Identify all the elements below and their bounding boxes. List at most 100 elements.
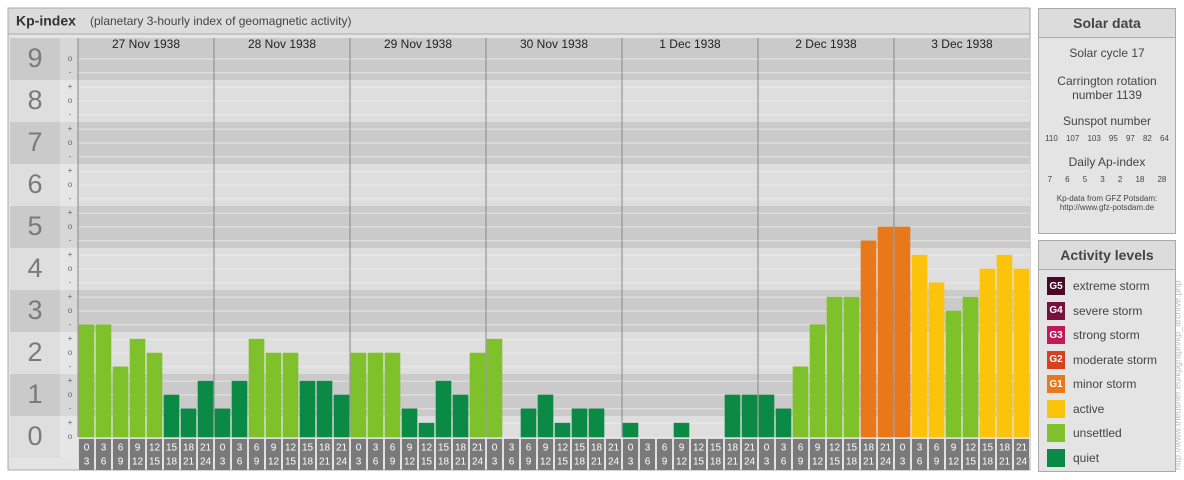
day-label: 29 Nov 1938 [384,37,452,51]
levels-panel: Activity levels G5 extreme storm G4 severe … [1038,240,1176,472]
ap-title: Daily Ap-index [1068,155,1146,169]
hour-label: 18 [574,457,586,468]
minor-tick-label: o [68,222,73,231]
hour-box [368,439,383,470]
level-code: G5 [1049,280,1063,292]
minor-tick-label: - [69,152,72,161]
watermark: http://www.theusner.eu/kpgraph/kp_archiv… [1172,280,1182,470]
ap-value: 6 [1065,175,1070,184]
hour-box [810,439,825,470]
bar [350,352,367,438]
hour-box [555,439,570,470]
minor-tick-label: + [68,418,73,427]
hour-label: 3 [900,457,906,468]
hour-label: 0 [220,443,226,454]
day-label: 28 Nov 1938 [248,37,316,51]
hour-label: 6 [798,443,804,454]
hour-label: 9 [798,457,804,468]
level-label: quiet [1073,450,1100,465]
hour-box [725,439,740,470]
levels-list: G5 extreme storm G4 severe storm G3 strong st… [1039,270,1175,470]
level-item: quiet [1039,446,1175,471]
y-tick-label: 7 [27,127,42,157]
bar [146,352,163,438]
bar [741,394,758,438]
hour-box [96,439,111,470]
level-swatch [1047,448,1065,467]
hour-label: 21 [455,457,467,468]
level-code: G1 [1049,378,1063,390]
hour-label: 9 [662,457,668,468]
hour-label: 3 [509,443,515,454]
bar [571,408,588,438]
hour-label: 15 [149,457,161,468]
level-code: G4 [1049,305,1063,317]
hour-label: 3 [645,443,651,454]
bar [843,296,860,438]
level-swatch [1047,399,1065,418]
hour-box [691,439,706,470]
hour-label: 12 [676,457,688,468]
hour-label: 21 [472,443,484,454]
hour-label: 18 [319,443,331,454]
solar-panel: Solar data Solar cycle 17 Carrington rot… [1038,8,1176,234]
hour-label: 18 [455,443,467,454]
hour-label: 21 [336,443,348,454]
hour-box [776,439,791,470]
hour-box [232,439,247,470]
hour-label: 9 [951,443,957,454]
hour-box [844,439,859,470]
day-label: 1 Dec 1938 [659,37,721,51]
bar [554,422,571,438]
y-tick-label: 9 [27,43,42,73]
hour-box [215,439,230,470]
minor-tick-label: - [69,404,72,413]
hour-label: 15 [438,443,450,454]
hour-box [946,439,961,470]
levels-title: Activity levels [1039,241,1175,270]
bar [809,324,826,438]
hour-label: 3 [764,457,770,468]
hour-label: 9 [390,457,396,468]
hour-label: 12 [829,443,841,454]
hour-label: 6 [662,443,668,454]
hour-label: 12 [149,443,161,454]
hour-label: 0 [492,443,498,454]
hour-label: 24 [336,457,348,468]
level-label: extreme storm [1073,279,1150,294]
hour-box [657,439,672,470]
y-tick-label: 5 [27,211,42,241]
hour-box [79,439,94,470]
level-item: unsettled [1039,421,1175,446]
bar [928,282,945,438]
level-label: severe storm [1073,303,1143,318]
hour-box [130,439,145,470]
hour-label: 21 [200,443,212,454]
hour-label: 21 [863,457,875,468]
bar [299,380,316,438]
hour-label: 12 [948,457,960,468]
bar [418,422,435,438]
y-tick-label: 8 [27,85,42,115]
axis-separator [60,38,78,458]
level-item: G3 strong storm [1039,323,1175,348]
hour-box [878,439,893,470]
source-url: http://www.gfz-potsdam.de [1059,203,1155,212]
level-swatch: G1 [1047,375,1065,394]
sunspot-value: 97 [1125,134,1135,143]
hour-box [742,439,757,470]
hour-box [453,439,468,470]
bar [282,352,299,438]
bar [248,338,265,438]
hour-label: 18 [846,457,858,468]
bar [792,366,809,438]
carrington: Carrington rotation number 1139 [1057,74,1157,102]
day-label: 2 Dec 1938 [795,37,857,51]
hour-box [504,439,519,470]
sunspot-title: Sunspot number [1062,114,1152,128]
bar [469,352,486,438]
hour-box [606,439,621,470]
bar [537,394,554,438]
hour-box [963,439,978,470]
